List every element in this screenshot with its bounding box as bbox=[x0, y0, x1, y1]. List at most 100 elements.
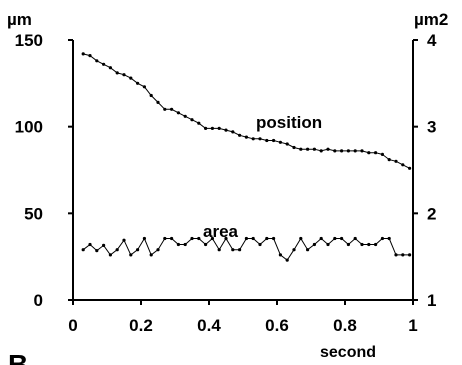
right-tick-label: 1 bbox=[427, 291, 436, 310]
series-label-area: area bbox=[203, 222, 239, 241]
data-point-position bbox=[163, 107, 167, 111]
data-point-position bbox=[251, 137, 255, 141]
data-point-position bbox=[346, 149, 350, 153]
data-point-area bbox=[190, 236, 194, 241]
data-point-area bbox=[258, 242, 262, 247]
data-point-position bbox=[353, 149, 357, 153]
data-point-position bbox=[394, 159, 398, 163]
data-point-position bbox=[299, 147, 303, 151]
data-point-position bbox=[95, 59, 99, 63]
left-tick-label: 0 bbox=[34, 291, 43, 310]
data-point-position bbox=[340, 149, 344, 153]
data-point-position bbox=[380, 152, 384, 156]
data-point-position bbox=[367, 151, 371, 155]
data-point-area bbox=[142, 236, 146, 241]
x-tick-label: 0.2 bbox=[129, 316, 153, 335]
left-tick-label: 150 bbox=[15, 31, 43, 50]
series-label-position: position bbox=[256, 113, 322, 132]
data-point-area bbox=[176, 242, 180, 247]
data-point-position bbox=[408, 166, 412, 170]
data-point-position bbox=[306, 147, 310, 151]
panel-letter: B bbox=[8, 349, 28, 365]
data-point-area bbox=[251, 236, 255, 241]
data-point-position bbox=[122, 73, 126, 77]
chart-marks: 0 0.2 0.4 0.6 0.8 1 150 100 50 0 4 3 2 1 position area bbox=[15, 31, 437, 335]
data-point-area bbox=[346, 242, 350, 247]
data-point-position bbox=[217, 126, 221, 130]
right-tick-label: 2 bbox=[427, 204, 436, 223]
data-point-position bbox=[210, 126, 214, 130]
data-point-position bbox=[142, 85, 146, 89]
data-point-area bbox=[285, 258, 289, 262]
data-point-area bbox=[163, 236, 167, 241]
x-tick-label: 0.6 bbox=[265, 316, 289, 335]
data-point-area bbox=[278, 253, 282, 257]
data-point-area bbox=[88, 242, 92, 247]
data-point-area bbox=[244, 236, 248, 241]
data-point-position bbox=[224, 128, 228, 132]
data-point-position bbox=[333, 149, 337, 153]
data-point-position bbox=[81, 52, 85, 56]
data-point-area bbox=[170, 236, 174, 241]
x-axis-title: second bbox=[320, 344, 376, 361]
left-axis-unit: µm bbox=[7, 10, 32, 29]
data-point-area bbox=[326, 242, 330, 247]
left-tick-label: 100 bbox=[15, 118, 43, 137]
data-point-area bbox=[108, 253, 112, 257]
data-point-position bbox=[231, 130, 235, 134]
data-point-position bbox=[170, 107, 174, 111]
data-point-area bbox=[197, 236, 201, 241]
x-tick-label: 0.4 bbox=[197, 316, 221, 335]
data-point-area bbox=[210, 236, 214, 241]
data-point-position bbox=[204, 126, 208, 130]
data-point-area bbox=[312, 242, 316, 247]
data-point-position bbox=[149, 93, 153, 98]
data-point-area bbox=[81, 248, 85, 252]
data-point-area bbox=[183, 242, 187, 247]
data-point-position bbox=[265, 138, 269, 143]
data-point-area bbox=[149, 253, 153, 257]
data-point-position bbox=[108, 66, 112, 70]
data-point-position bbox=[401, 163, 405, 167]
data-point-position bbox=[285, 142, 289, 146]
data-point-position bbox=[292, 145, 296, 150]
data-point-area bbox=[360, 242, 364, 247]
data-point-area bbox=[387, 236, 391, 241]
data-point-area bbox=[333, 236, 337, 241]
data-point-position bbox=[312, 147, 316, 151]
data-point-position bbox=[183, 114, 187, 118]
data-point-position bbox=[197, 121, 201, 125]
data-point-position bbox=[272, 138, 276, 143]
data-point-position bbox=[326, 147, 330, 151]
data-point-area bbox=[340, 236, 344, 241]
data-point-position bbox=[190, 118, 194, 122]
data-point-area bbox=[238, 248, 242, 252]
data-point-area bbox=[136, 248, 140, 252]
data-point-area bbox=[374, 242, 378, 247]
right-axis-unit: µm2 bbox=[414, 10, 448, 29]
x-tick-label: 0 bbox=[68, 316, 77, 335]
data-point-area bbox=[353, 236, 357, 241]
data-point-area bbox=[394, 253, 398, 257]
data-point-area bbox=[102, 243, 106, 247]
data-point-area bbox=[224, 236, 228, 241]
x-tick-label: 1 bbox=[408, 316, 417, 335]
data-point-position bbox=[88, 54, 92, 58]
left-tick-label: 50 bbox=[24, 204, 43, 223]
data-point-area bbox=[408, 253, 412, 257]
data-point-area bbox=[95, 249, 99, 253]
data-point-position bbox=[278, 140, 282, 144]
data-point-position bbox=[258, 137, 262, 141]
data-point-position bbox=[374, 151, 378, 155]
data-point-position bbox=[156, 100, 160, 104]
right-tick-label: 3 bbox=[427, 118, 436, 137]
right-tick-label: 4 bbox=[427, 31, 437, 50]
data-point-area bbox=[292, 248, 296, 252]
data-point-area bbox=[129, 253, 133, 257]
x-tick-label: 0.8 bbox=[333, 316, 357, 335]
data-point-position bbox=[238, 133, 242, 137]
data-point-area bbox=[380, 236, 384, 241]
data-point-position bbox=[129, 76, 133, 80]
data-point-position bbox=[387, 158, 391, 162]
